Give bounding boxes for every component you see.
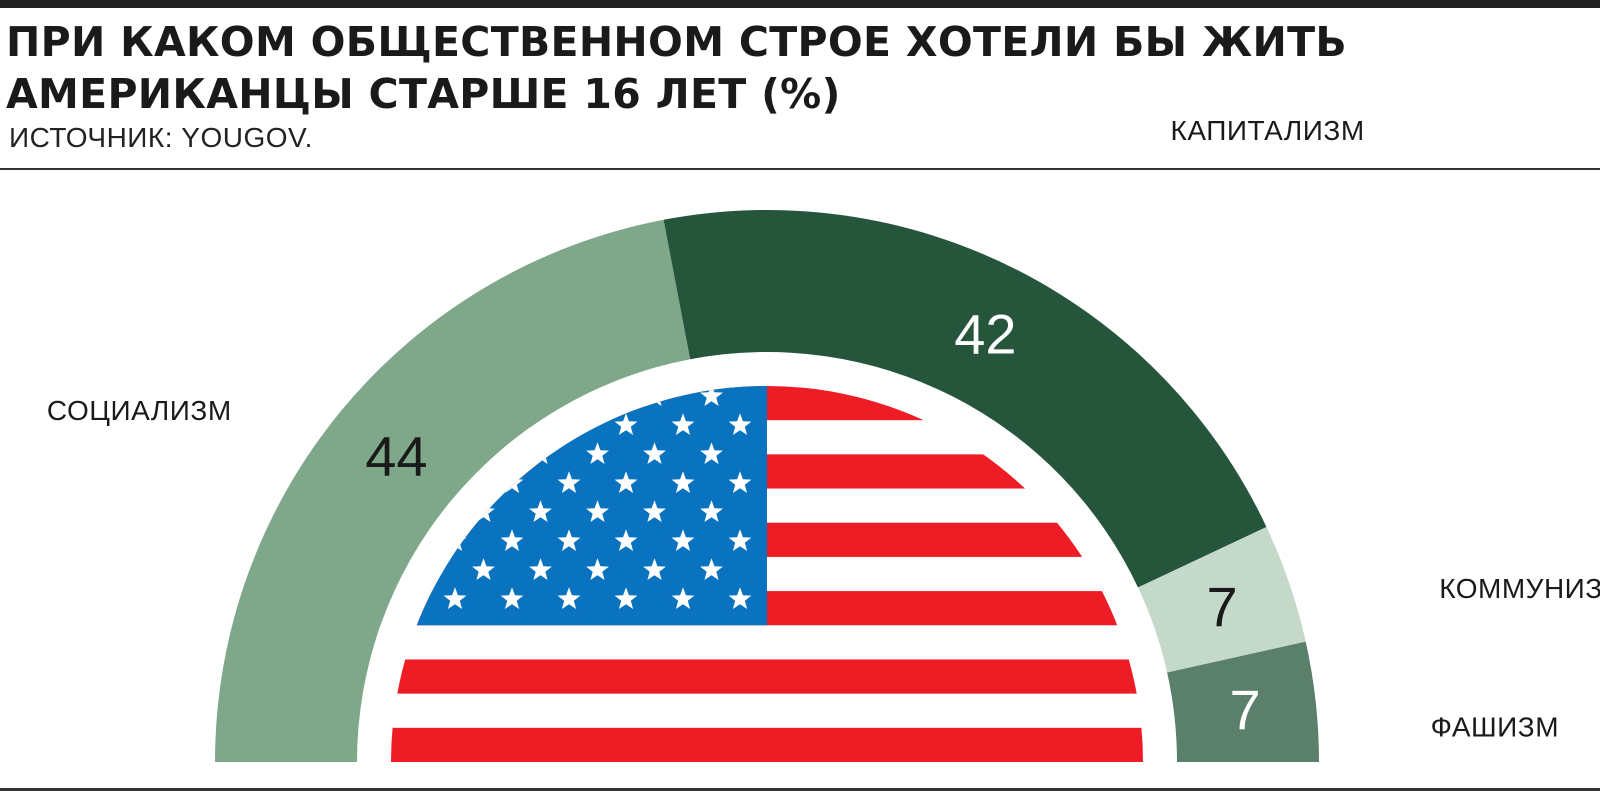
- flag-star: [671, 471, 695, 493]
- flag-star: [728, 529, 752, 551]
- bottom-rule: [0, 788, 1600, 791]
- category-label-социализм: СОЦИАЛИЗМ: [47, 395, 232, 426]
- flag-star: [557, 471, 581, 493]
- source-note: ИСТОЧНИК: YOUGOV.: [9, 122, 313, 153]
- flag-star: [614, 471, 638, 493]
- value-label-фашизм: 7: [1230, 678, 1261, 741]
- flag-star: [557, 413, 581, 435]
- flag-star: [500, 587, 524, 609]
- category-label-коммунизм: КОММУНИЗМ: [1439, 573, 1600, 604]
- value-label-коммунизм: 7: [1206, 575, 1237, 638]
- value-label-капитализм: 42: [954, 302, 1016, 365]
- flag-star: [700, 500, 723, 522]
- value-label-социализм: 44: [365, 424, 427, 487]
- segment-капитализм: [663, 210, 1267, 588]
- flag-star: [643, 442, 666, 464]
- segment-фашизм: [1167, 641, 1319, 762]
- flag-star: [586, 558, 609, 580]
- flag-star: [643, 500, 666, 522]
- flag-star: [472, 558, 495, 580]
- flag-star: [671, 587, 695, 609]
- flag-star: [557, 529, 581, 551]
- flag-star: [671, 529, 695, 551]
- flag-star: [500, 529, 524, 551]
- category-label-фашизм: ФАШИЗМ: [1431, 711, 1559, 742]
- segment-коммунизм: [1137, 526, 1306, 673]
- flag-star: [643, 558, 666, 580]
- flag-star: [728, 587, 752, 609]
- flag-star: [586, 442, 609, 464]
- flag-star: [700, 442, 723, 464]
- flag-star: [529, 558, 552, 580]
- chart-labels: 44 СОЦИАЛИЗМ 42 КАПИТАЛИЗМ 7 КОММУНИЗМ 7 ФАШИЗМ: [47, 115, 1600, 742]
- flag-star: [614, 413, 638, 435]
- flag-star: [700, 386, 723, 406]
- flag-star: [586, 500, 609, 522]
- flag-star: [728, 471, 752, 493]
- divider: [0, 168, 1600, 170]
- flag-red-stripe: [391, 727, 1143, 762]
- flag-star: [557, 587, 581, 609]
- flag-star: [671, 413, 695, 435]
- flag-star: [415, 558, 438, 580]
- flag-star: [728, 413, 752, 435]
- chart-title: ПРИ КАКОМ ОБЩЕСТВЕННОМ СТРОЕ ХОТЕЛИ БЫ Ж…: [6, 16, 1506, 120]
- chart-title-line-1: ПРИ КАКОМ ОБЩЕСТВЕННОМ СТРОЕ ХОТЕЛИ БЫ Ж…: [6, 18, 1347, 66]
- flag-star: [529, 500, 552, 522]
- flag-star: [614, 529, 638, 551]
- chart-title-line-2: АМЕРИКАНЦЫ СТАРШЕ 16 ЛЕТ (%): [6, 70, 841, 118]
- category-label-капитализм: КАПИТАЛИЗМ: [1171, 115, 1365, 146]
- flag-star: [700, 558, 723, 580]
- segment-социализм: [215, 219, 691, 762]
- flag-star: [443, 587, 467, 609]
- chart-segments: [215, 210, 1319, 762]
- top-rule: [0, 0, 1600, 8]
- flag-star: [614, 587, 638, 609]
- flag-red-stripe: [391, 659, 1143, 694]
